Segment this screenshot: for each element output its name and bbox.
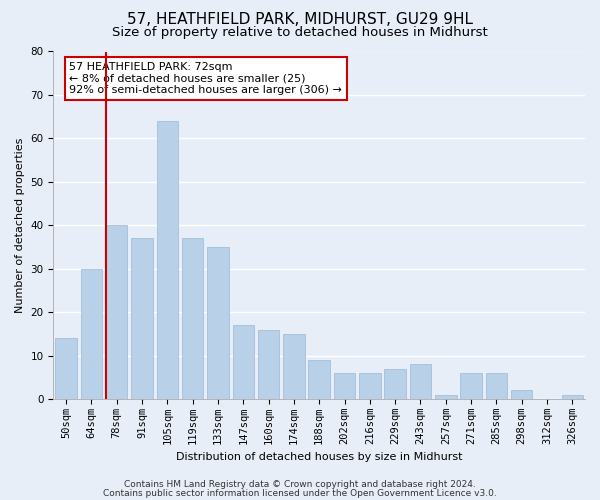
Bar xyxy=(308,360,330,399)
Bar xyxy=(258,330,280,399)
Text: Size of property relative to detached houses in Midhurst: Size of property relative to detached ho… xyxy=(112,26,488,39)
Bar xyxy=(359,373,380,399)
Bar xyxy=(157,121,178,399)
Bar xyxy=(106,226,127,399)
Text: 57 HEATHFIELD PARK: 72sqm
← 8% of detached houses are smaller (25)
92% of semi-d: 57 HEATHFIELD PARK: 72sqm ← 8% of detach… xyxy=(70,62,342,95)
Bar xyxy=(233,325,254,399)
Bar xyxy=(460,373,482,399)
Text: Contains public sector information licensed under the Open Government Licence v3: Contains public sector information licen… xyxy=(103,489,497,498)
X-axis label: Distribution of detached houses by size in Midhurst: Distribution of detached houses by size … xyxy=(176,452,463,462)
Bar xyxy=(334,373,355,399)
Bar xyxy=(80,268,102,399)
Bar xyxy=(511,390,532,399)
Bar xyxy=(485,373,507,399)
Bar xyxy=(385,368,406,399)
Y-axis label: Number of detached properties: Number of detached properties xyxy=(15,138,25,313)
Bar xyxy=(55,338,77,399)
Bar xyxy=(182,238,203,399)
Bar xyxy=(562,394,583,399)
Text: Contains HM Land Registry data © Crown copyright and database right 2024.: Contains HM Land Registry data © Crown c… xyxy=(124,480,476,489)
Bar xyxy=(283,334,305,399)
Bar xyxy=(207,247,229,399)
Text: 57, HEATHFIELD PARK, MIDHURST, GU29 9HL: 57, HEATHFIELD PARK, MIDHURST, GU29 9HL xyxy=(127,12,473,28)
Bar xyxy=(435,394,457,399)
Bar xyxy=(410,364,431,399)
Bar xyxy=(131,238,153,399)
